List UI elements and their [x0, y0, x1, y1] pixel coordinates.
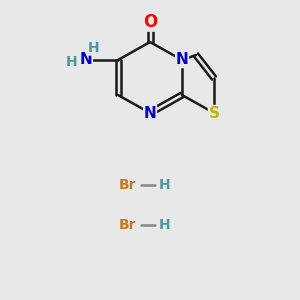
- Text: O: O: [143, 13, 157, 31]
- Text: N: N: [176, 52, 188, 68]
- Text: Br: Br: [118, 178, 136, 192]
- Text: H: H: [159, 218, 171, 232]
- Text: H: H: [66, 55, 78, 69]
- Text: S: S: [208, 106, 220, 121]
- Text: Br: Br: [118, 218, 136, 232]
- Text: N: N: [80, 52, 92, 68]
- Text: H: H: [88, 41, 100, 55]
- Text: H: H: [159, 178, 171, 192]
- Text: N: N: [144, 106, 156, 121]
